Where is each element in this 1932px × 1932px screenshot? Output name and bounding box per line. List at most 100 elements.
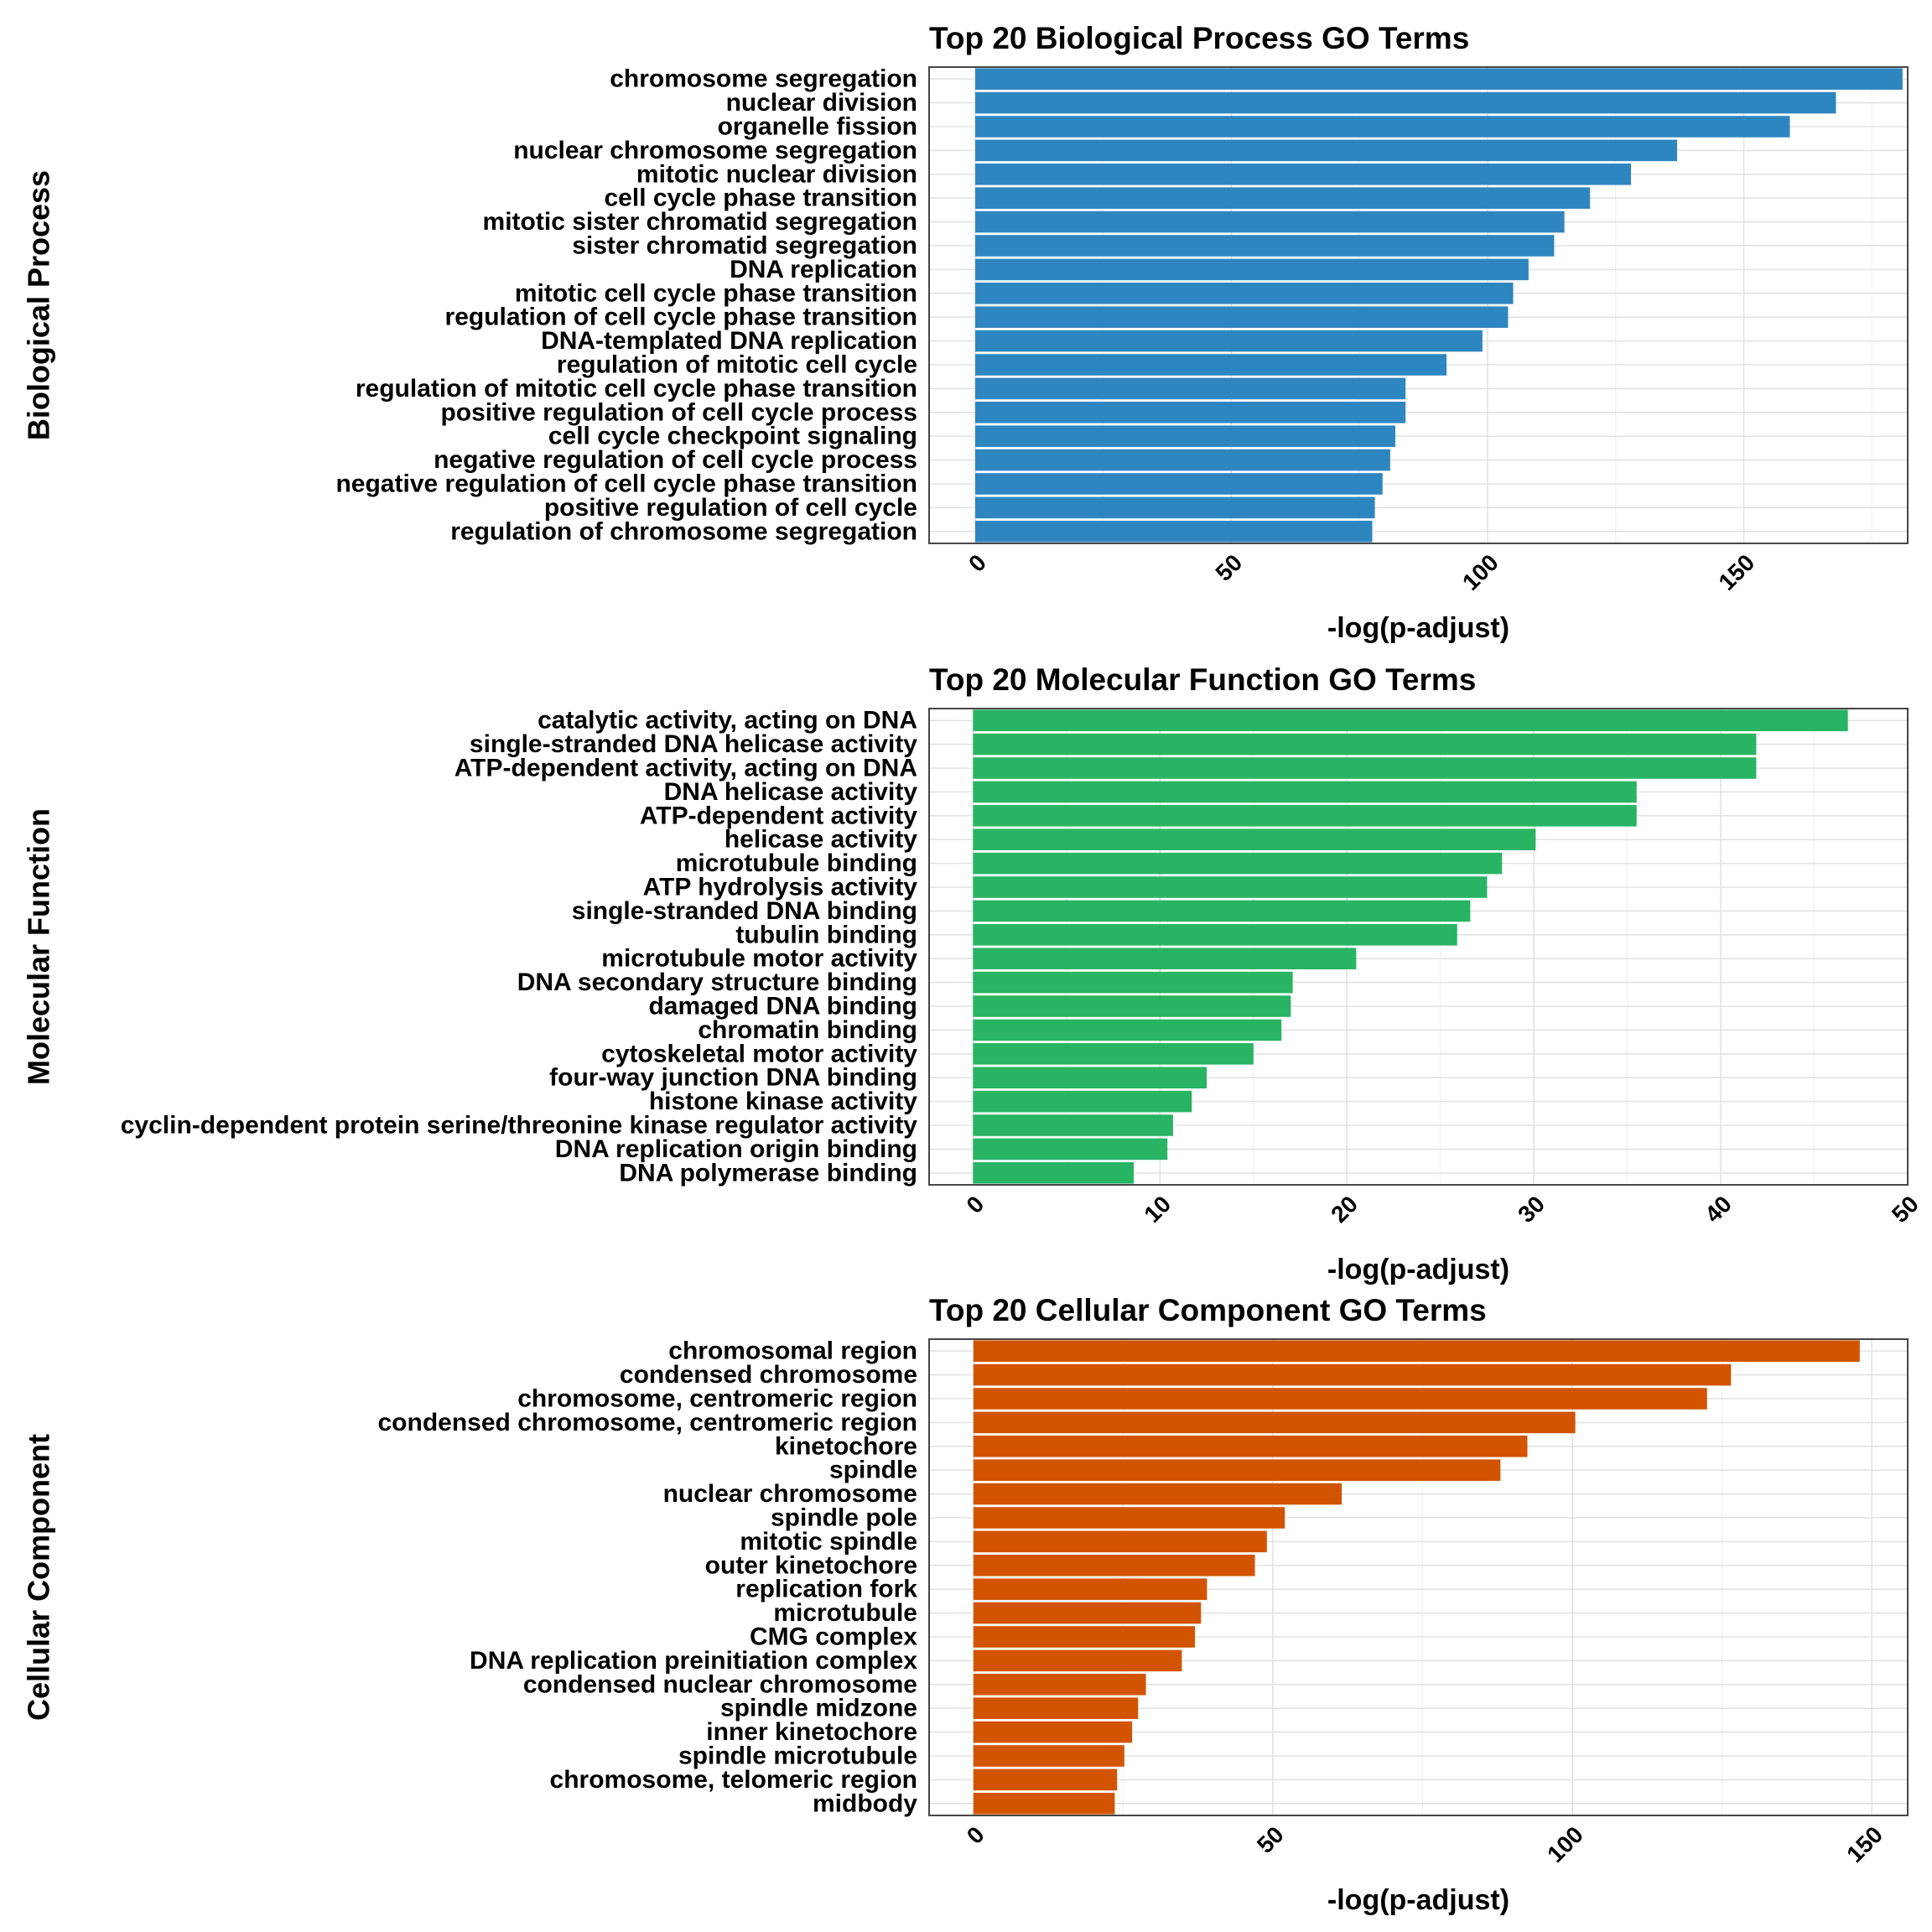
category-label: microtubule motor activity: [601, 945, 917, 973]
x-tick-label: 50: [1252, 1821, 1289, 1858]
bar-cc: [973, 1626, 1196, 1648]
bar-cc: [973, 1459, 1501, 1481]
category-label: spindle: [829, 1457, 917, 1484]
bar-mf: [973, 709, 1848, 731]
gridlines-bp: [929, 67, 1908, 543]
x-tick-label: 30: [1513, 1191, 1550, 1228]
bar-mf: [973, 852, 1503, 875]
bar-cc: [973, 1697, 1139, 1719]
category-label: cyclin-dependent protein serine/threonin…: [121, 1112, 918, 1140]
bar-mf: [973, 1114, 1173, 1136]
bar-bp: [974, 496, 1375, 519]
category-labels-mf: catalytic activity, acting on DNAsingle-…: [121, 707, 918, 1187]
x-tick-labels-mf: 0 10 20 30 40 50: [961, 1191, 1924, 1228]
bar-bp: [974, 306, 1509, 328]
category-label: DNA helicase activity: [664, 778, 918, 806]
category-label: mitotic spindle: [740, 1528, 917, 1555]
x-axis-title-cc: -log(p-adjust): [1327, 1884, 1509, 1916]
category-label: single-stranded DNA helicase activity: [470, 730, 917, 758]
category-label: spindle midzone: [720, 1695, 917, 1722]
x-tick-labels-cc: 0 50 100 150: [962, 1821, 1888, 1867]
category-label: catalytic activity, acting on DNA: [538, 707, 917, 735]
bars-mf: [973, 709, 1848, 1184]
bar-bp: [974, 402, 1406, 423]
category-label: chromosome segregation: [610, 65, 917, 93]
category-label: ATP-dependent activity: [640, 802, 917, 829]
bar-cc: [973, 1411, 1576, 1434]
bar-mf: [973, 828, 1536, 850]
gridlines-cc: [929, 1339, 1908, 1815]
category-label: cell cycle phase transition: [605, 184, 918, 212]
bar-cc: [973, 1555, 1255, 1576]
bars-cc: [973, 1340, 1860, 1815]
x-tick-labels-bp: 0 50 100 150: [963, 549, 1759, 595]
bar-bp: [974, 377, 1406, 400]
x-tick-label: 0: [961, 1191, 989, 1218]
y-axis-title-bp: Biological Process: [22, 170, 56, 440]
bar-bp: [974, 354, 1447, 376]
bar-cc: [973, 1530, 1267, 1553]
bar-bp: [974, 330, 1483, 352]
chart-title-bp: Top 20 Biological Process GO Terms: [929, 21, 1469, 55]
category-label: nuclear chromosome segregation: [513, 137, 917, 164]
x-tick-label: 40: [1700, 1191, 1737, 1228]
category-label: condensed nuclear chromosome: [523, 1670, 917, 1698]
category-label: CMG complex: [750, 1623, 917, 1651]
category-label: four-way junction DNA binding: [549, 1064, 917, 1092]
bar-bp: [974, 473, 1383, 495]
x-axis-title-bp: -log(p-adjust): [1327, 612, 1509, 644]
bar-mf: [973, 924, 1457, 946]
category-label: nuclear chromosome: [663, 1480, 917, 1508]
bar-bp: [974, 164, 1632, 185]
bar-cc: [973, 1793, 1115, 1815]
bar-bp: [974, 139, 1678, 162]
category-label: DNA-templated DNA replication: [541, 327, 917, 355]
x-tick-label: 0: [963, 549, 991, 577]
bar-mf: [973, 1067, 1208, 1088]
y-axis-title-mf: Molecular Function: [22, 808, 56, 1085]
category-label: chromosome, telomeric region: [550, 1766, 917, 1794]
bar-mf: [973, 876, 1488, 898]
category-label: condensed chromosome: [620, 1361, 917, 1389]
bar-mf: [973, 900, 1471, 922]
category-label: helicase activity: [724, 826, 917, 854]
category-label: DNA replication preinitiation complex: [470, 1647, 917, 1675]
category-label: positive regulation of cell cycle proces…: [440, 398, 917, 426]
bar-cc: [973, 1363, 1732, 1386]
bar-bp: [974, 235, 1555, 257]
category-label: microtubule: [773, 1599, 917, 1627]
bar-cc: [973, 1721, 1133, 1743]
category-label: DNA secondary structure binding: [517, 969, 917, 996]
category-label: spindle microtubule: [678, 1742, 917, 1770]
bar-mf: [973, 1162, 1135, 1184]
category-label: nuclear division: [726, 89, 917, 117]
bar-mf: [973, 781, 1637, 803]
x-axis-title-mf: -log(p-adjust): [1327, 1254, 1509, 1285]
category-label: outer kinetochore: [705, 1551, 917, 1579]
bar-bp: [974, 187, 1591, 209]
bar-bp: [974, 116, 1790, 138]
bar-bp: [974, 91, 1836, 114]
bar-cc: [973, 1649, 1182, 1672]
panel-mf: catalytic activity, acting on DNAsingle-…: [22, 662, 1924, 1285]
bar-cc: [973, 1507, 1285, 1529]
x-tick-label: 100: [1457, 549, 1504, 595]
category-label: condensed chromosome, centromeric region: [378, 1409, 918, 1436]
x-tick-label: 150: [1841, 1821, 1888, 1867]
category-label: negative regulation of cell cycle phase …: [335, 470, 917, 498]
category-label: kinetochore: [775, 1432, 917, 1460]
category-label: positive regulation of cell cycle: [544, 494, 917, 522]
bar-mf: [973, 805, 1637, 827]
bar-bp: [974, 68, 1903, 90]
y-axis-title-cc: Cellular Component: [22, 1434, 56, 1721]
plot-frame-cc: [928, 1338, 1909, 1816]
category-label: DNA replication: [730, 256, 917, 283]
category-label: DNA polymerase binding: [619, 1159, 917, 1187]
x-tick-label: 50: [1887, 1191, 1924, 1228]
category-label: regulation of chromosome segregation: [450, 517, 917, 545]
bars-bp: [974, 68, 1903, 543]
category-label: inner kinetochore: [706, 1718, 917, 1746]
category-label: midbody: [813, 1789, 917, 1817]
